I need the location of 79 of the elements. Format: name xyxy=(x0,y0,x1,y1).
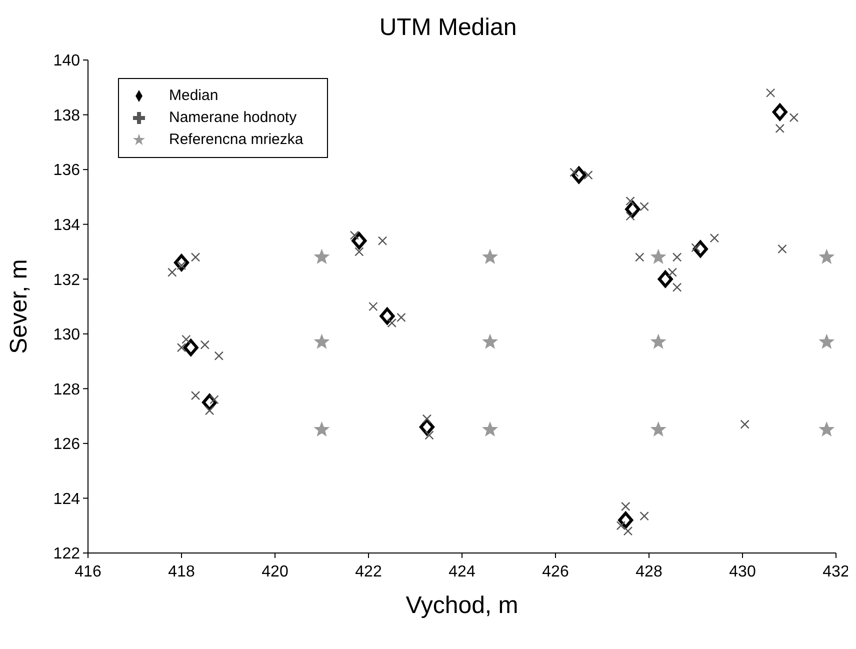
x-tick-label: 424 xyxy=(448,563,476,580)
point xyxy=(672,282,682,292)
point xyxy=(766,88,776,98)
y-tick-label: 126 xyxy=(53,436,80,454)
point xyxy=(214,351,224,360)
x-tick-label: 426 xyxy=(542,563,569,580)
point xyxy=(651,250,666,264)
point xyxy=(182,334,191,344)
y-tick-label: 134 xyxy=(53,217,80,234)
point xyxy=(482,334,498,348)
x-axis-title: Vychod, m xyxy=(406,592,518,619)
point xyxy=(621,502,630,512)
legend-label: Median xyxy=(169,87,218,104)
point xyxy=(775,124,784,134)
x-tick-label: 428 xyxy=(636,563,662,580)
point xyxy=(368,302,378,312)
point xyxy=(424,430,434,440)
y-tick-label: 136 xyxy=(53,162,80,180)
point xyxy=(204,406,214,416)
point xyxy=(378,236,388,246)
y-axis-title: Sever, m xyxy=(6,259,33,354)
point xyxy=(623,526,633,536)
point xyxy=(354,247,364,256)
point xyxy=(190,390,200,400)
y-tick-label: 130 xyxy=(53,326,80,344)
chart-title: UTM Median xyxy=(378,13,518,43)
point xyxy=(819,422,834,436)
point xyxy=(174,254,189,272)
point xyxy=(350,230,360,240)
point xyxy=(819,250,834,264)
y-tick-label: 124 xyxy=(53,490,80,508)
point xyxy=(419,418,434,436)
x-tick-label: 420 xyxy=(262,563,288,580)
point xyxy=(314,422,329,436)
point xyxy=(778,244,787,254)
point xyxy=(387,318,396,328)
point xyxy=(482,422,498,436)
point xyxy=(672,252,682,262)
y-tick-label: 122 xyxy=(53,546,80,563)
point xyxy=(651,422,666,436)
point xyxy=(640,511,649,521)
y-tick-label: 128 xyxy=(53,381,80,398)
point xyxy=(176,342,186,352)
point xyxy=(571,166,586,184)
point xyxy=(618,512,634,529)
point xyxy=(635,252,644,262)
point xyxy=(584,170,593,180)
y-tick-label: 132 xyxy=(53,272,80,289)
point xyxy=(314,334,329,348)
point xyxy=(190,252,200,262)
point xyxy=(183,339,198,356)
point xyxy=(772,104,788,121)
point xyxy=(422,414,432,424)
legend-label: Namerane hodnoty xyxy=(169,109,297,126)
legend-label: Referencna mriezka xyxy=(169,131,304,148)
point xyxy=(651,334,666,348)
point xyxy=(396,312,406,322)
point xyxy=(380,308,395,325)
x-tick-label: 422 xyxy=(355,563,382,580)
point xyxy=(314,250,329,264)
x-tick-label: 430 xyxy=(729,563,756,580)
point xyxy=(626,196,635,206)
point xyxy=(616,521,626,530)
x-tick-label: 416 xyxy=(74,563,102,580)
point xyxy=(668,268,677,277)
point xyxy=(658,270,673,288)
point xyxy=(740,420,750,429)
point xyxy=(789,112,799,122)
point xyxy=(200,340,210,350)
x-tick-label: 418 xyxy=(168,563,195,580)
point xyxy=(352,232,367,250)
point xyxy=(168,268,177,277)
point xyxy=(640,202,649,212)
point xyxy=(710,233,720,243)
point xyxy=(626,212,635,221)
point xyxy=(482,250,498,264)
point xyxy=(819,334,834,348)
y-tick-label: 140 xyxy=(53,52,80,70)
y-tick-label: 138 xyxy=(53,107,80,124)
